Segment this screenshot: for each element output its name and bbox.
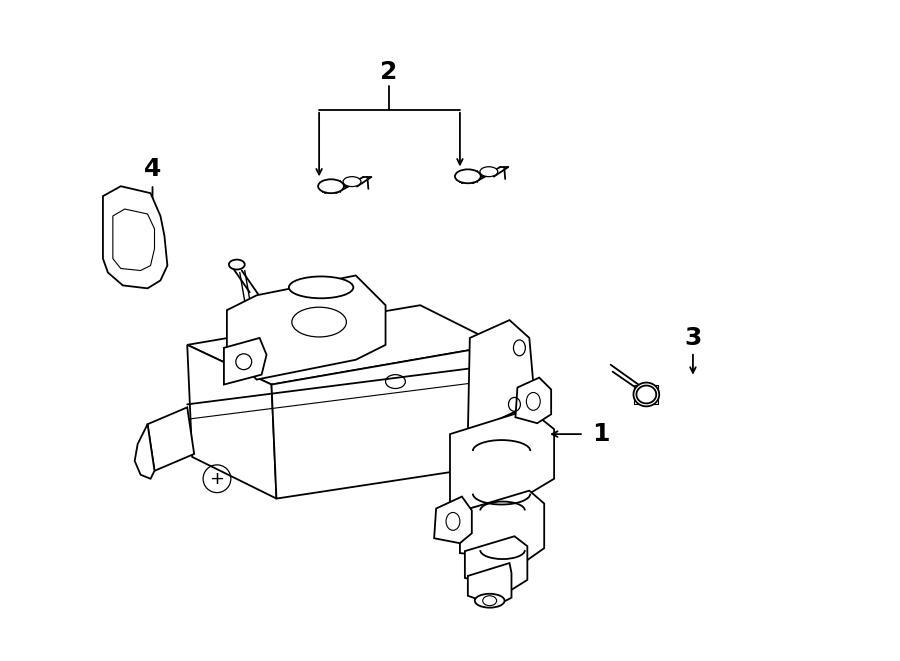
Ellipse shape [343,176,361,186]
Polygon shape [103,186,167,288]
Polygon shape [468,320,535,434]
Polygon shape [148,407,194,471]
Polygon shape [468,563,511,605]
Polygon shape [460,490,544,560]
Polygon shape [272,345,505,498]
Text: 1: 1 [592,422,609,446]
Ellipse shape [480,167,498,176]
Polygon shape [434,496,472,543]
Polygon shape [516,377,551,423]
Polygon shape [227,276,385,379]
Ellipse shape [455,169,481,183]
Ellipse shape [634,383,659,407]
Polygon shape [135,424,155,479]
Text: 4: 4 [144,157,161,181]
Polygon shape [224,338,266,385]
Ellipse shape [475,594,505,607]
Ellipse shape [318,179,344,193]
Ellipse shape [229,260,245,270]
Ellipse shape [289,276,354,298]
Polygon shape [112,209,155,270]
Polygon shape [187,305,500,385]
Polygon shape [465,536,527,590]
Text: +: + [210,470,224,488]
Text: 3: 3 [684,326,702,350]
Polygon shape [187,345,276,498]
Text: 2: 2 [380,60,397,84]
Polygon shape [450,409,554,514]
